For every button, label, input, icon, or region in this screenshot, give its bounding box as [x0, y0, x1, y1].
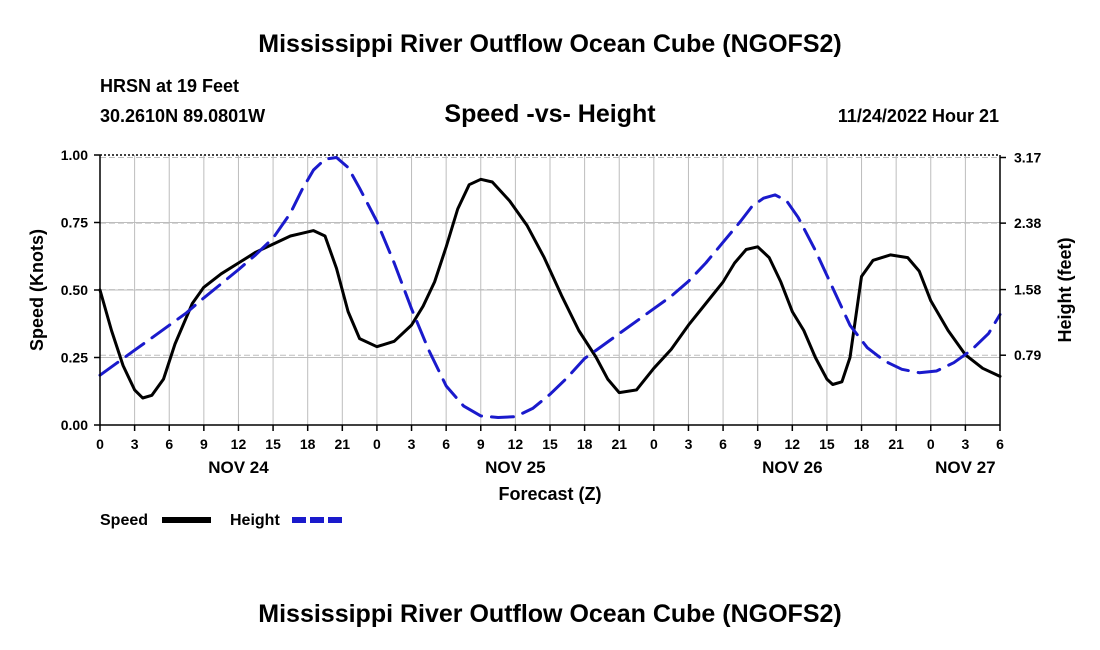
y2-axis-title: Height (feet) [1055, 238, 1075, 343]
x-tick-label: 9 [754, 436, 762, 452]
x-tick-label: 15 [819, 436, 835, 452]
legend-height-label: Height [230, 512, 280, 529]
x-tick-label: 3 [961, 436, 969, 452]
y-tick-label: 0.50 [61, 282, 88, 298]
x-axis-title: Forecast (Z) [498, 484, 601, 504]
x-tick-label: 15 [265, 436, 281, 452]
chart-subtitle: Speed -vs- Height [444, 100, 656, 128]
x-tick-label: 12 [508, 436, 524, 452]
grid [100, 155, 1000, 425]
x-tick-label: 0 [373, 436, 381, 452]
x-tick-label: 21 [888, 436, 904, 452]
date-label: NOV 26 [762, 458, 822, 477]
series-group [98, 156, 1002, 419]
y-tick-label: 0.00 [61, 417, 88, 433]
x-tick-label: 18 [300, 436, 316, 452]
axis-labels: NOV 24 NOV 25 NOV 26 NOV 27 Forecast (Z) Spee… [27, 229, 1075, 504]
station-coords: 30.2610N 89.0801W [100, 106, 266, 126]
x-tick-label: 3 [685, 436, 693, 452]
x-tick-label: 21 [335, 436, 351, 452]
y2-tick-label: 2.38 [1014, 215, 1041, 231]
chart-title-bottom: Mississippi River Outflow Ocean Cube (NG… [258, 600, 842, 628]
y2-tick-label: 0.79 [1014, 347, 1041, 363]
x-tick-label: 6 [165, 436, 173, 452]
legend: Speed Height [100, 512, 342, 529]
x-tick-label: 6 [442, 436, 450, 452]
x-tick-label: 12 [231, 436, 247, 452]
legend-speed-label: Speed [100, 512, 148, 529]
x-tick-label: 15 [542, 436, 558, 452]
axes: 0 3 6 9 12 15 18 21 0 3 6 9 12 15 18 21 0 3 6 9 12 15 18 21 0 3 6 0… [61, 147, 1042, 452]
x-tick-label: 18 [854, 436, 870, 452]
x-tick-label: 0 [96, 436, 104, 452]
x-tick-label: 9 [477, 436, 485, 452]
date-label: NOV 25 [485, 458, 545, 477]
x-tick-label: 18 [577, 436, 593, 452]
y2-tick-label: 1.58 [1014, 282, 1041, 298]
chart-title-top: Mississippi River Outflow Ocean Cube (NG… [258, 30, 842, 58]
x-tick-label: 0 [927, 436, 935, 452]
date-label: NOV 24 [208, 458, 269, 477]
speed-series-line [98, 177, 1002, 400]
y-axis-title: Speed (Knots) [27, 229, 47, 351]
y-tick-label: 0.25 [61, 350, 88, 366]
x-tick-label: 6 [719, 436, 727, 452]
x-tick-label: 12 [785, 436, 801, 452]
y-tick-label: 1.00 [61, 147, 88, 163]
x-tick-label: 6 [996, 436, 1004, 452]
forecast-datetime: 11/24/2022 Hour 21 [837, 106, 999, 126]
height-series-line [98, 156, 1002, 419]
y-tick-label: 0.75 [61, 215, 88, 231]
x-tick-label: 3 [408, 436, 416, 452]
x-tick-label: 0 [650, 436, 658, 452]
station-label: HRSN at 19 Feet [100, 76, 240, 96]
y2-tick-label: 3.17 [1014, 149, 1041, 165]
date-label: NOV 27 [935, 458, 995, 477]
x-tick-label: 3 [131, 436, 139, 452]
x-tick-label: 9 [200, 436, 208, 452]
x-tick-label: 21 [611, 436, 627, 452]
